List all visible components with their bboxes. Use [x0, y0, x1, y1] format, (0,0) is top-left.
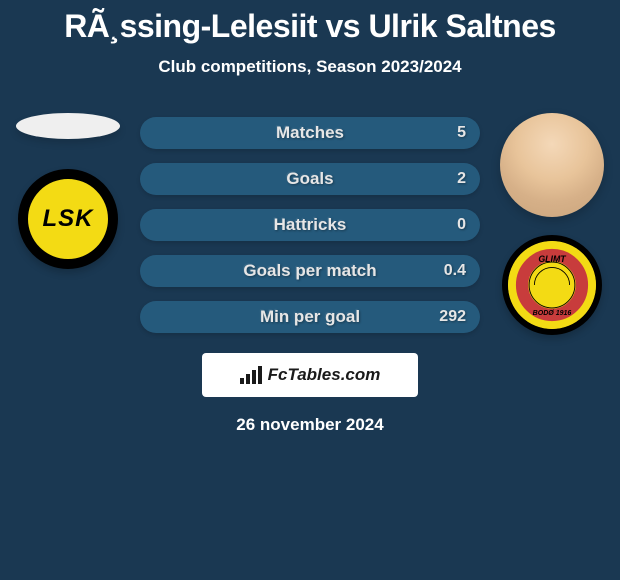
- stat-right-value: 2: [457, 170, 466, 188]
- right-club-badge: GLIMT BODØ 1916: [502, 235, 602, 335]
- stat-right-value: 0.4: [444, 262, 466, 280]
- glimt-badge-svg: GLIMT BODØ 1916: [508, 241, 596, 329]
- glimt-text-top: GLIMT: [538, 254, 566, 264]
- stat-label: Goals per match: [243, 261, 376, 281]
- right-player-avatar: [500, 113, 604, 217]
- stat-row: Goals per match 0.4: [140, 255, 480, 287]
- stat-label: Min per goal: [260, 307, 360, 327]
- brand-text: FcTables.com: [268, 365, 381, 385]
- left-column: LSK: [8, 113, 128, 269]
- brand-bar-icon: [240, 366, 262, 384]
- page-title: RÃ¸ssing-Lelesiit vs Ulrik Saltnes: [0, 0, 620, 45]
- left-club-badge: LSK: [18, 169, 118, 269]
- footer-date: 26 november 2024: [0, 415, 620, 435]
- stat-right-value: 5: [457, 124, 466, 142]
- right-column: GLIMT BODØ 1916: [492, 113, 612, 335]
- stat-row: Min per goal 292: [140, 301, 480, 333]
- stat-label: Matches: [276, 123, 344, 143]
- stat-label: Hattricks: [274, 215, 347, 235]
- stat-right-value: 292: [439, 308, 466, 326]
- comparison-panel: LSK Matches 5 Goals 2 Hattricks 0 Goals per ma…: [0, 113, 620, 333]
- stats-column: Matches 5 Goals 2 Hattricks 0 Goals per match 0…: [140, 113, 480, 333]
- brand-box: FcTables.com: [202, 353, 418, 397]
- stat-row: Hattricks 0: [140, 209, 480, 241]
- stat-right-value: 0: [457, 216, 466, 234]
- left-club-badge-text: LSK: [43, 205, 94, 233]
- glimt-text-bottom: BODØ 1916: [533, 310, 572, 317]
- stat-row: Matches 5: [140, 117, 480, 149]
- left-player-avatar: [16, 113, 120, 139]
- stat-row: Goals 2: [140, 163, 480, 195]
- page-subtitle: Club competitions, Season 2023/2024: [0, 57, 620, 77]
- stat-label: Goals: [286, 169, 333, 189]
